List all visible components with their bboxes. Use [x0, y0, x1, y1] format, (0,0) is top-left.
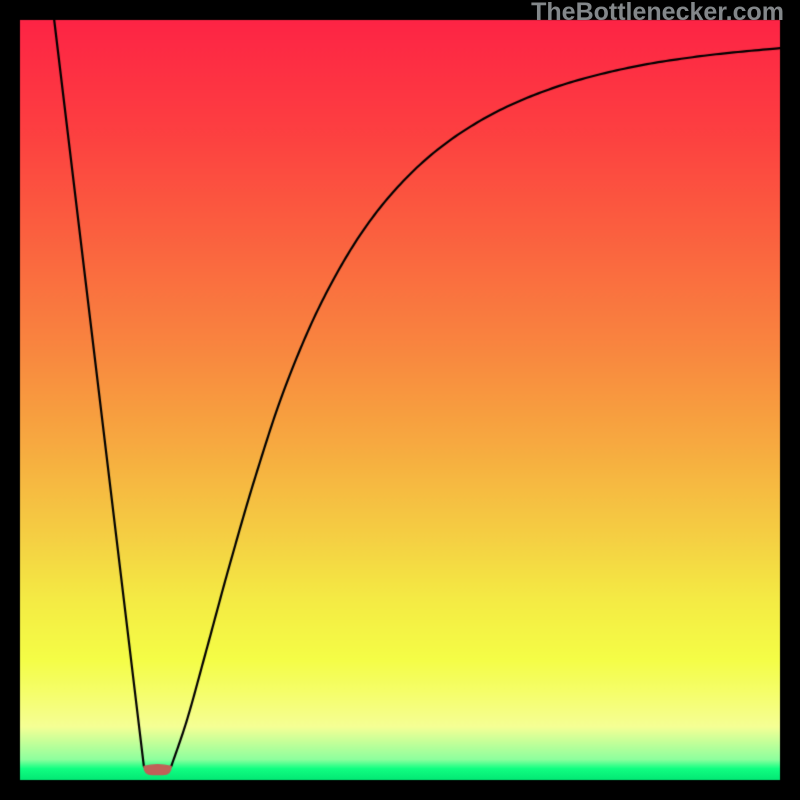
chart-canvas	[0, 0, 800, 800]
chart-stage: TheBottlenecker.com	[0, 0, 800, 800]
watermark-text: TheBottlenecker.com	[531, 0, 784, 27]
